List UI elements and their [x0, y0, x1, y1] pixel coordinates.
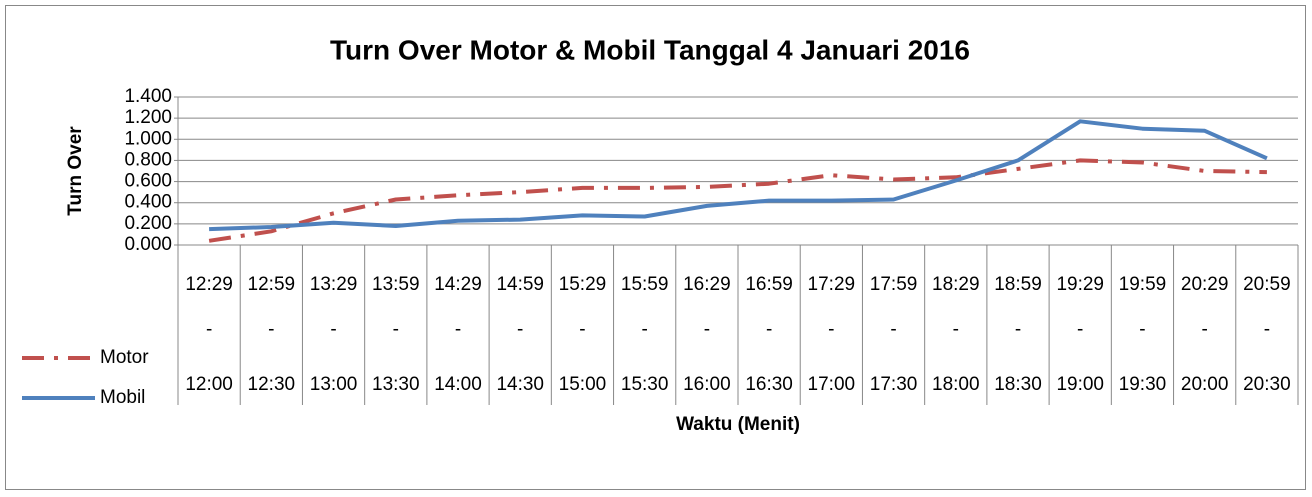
y-axis-label: Turn Over	[65, 126, 86, 216]
x-tick-label: 20:30	[1243, 374, 1291, 395]
x-tick-label: -	[330, 319, 336, 340]
x-tick-label: 13:59	[372, 274, 420, 295]
x-tick-label: -	[393, 319, 399, 340]
x-axis-label: Waktu (Menit)	[676, 414, 800, 435]
x-tick-label: 15:00	[559, 374, 607, 395]
x-tick-label: -	[206, 319, 212, 340]
x-tick-label: 12:00	[185, 374, 233, 395]
x-tick-label: 12:30	[248, 374, 296, 395]
chart-frame	[5, 5, 1306, 490]
x-tick-label: -	[1264, 319, 1270, 340]
x-tick-label: 20:29	[1181, 274, 1229, 295]
x-tick-label: -	[455, 319, 461, 340]
x-tick-label: 17:29	[808, 274, 856, 295]
x-tick-label: 14:59	[496, 274, 544, 295]
x-tick-label: 19:00	[1056, 374, 1104, 395]
x-tick-label: 18:00	[932, 374, 980, 395]
x-tick-label: 20:59	[1243, 274, 1291, 295]
x-tick-label: -	[704, 319, 710, 340]
x-tick-label: 16:00	[683, 374, 731, 395]
x-tick-label: 18:30	[994, 374, 1042, 395]
x-tick-label: 17:00	[808, 374, 856, 395]
series-line	[209, 119, 1268, 232]
x-tick-label: -	[579, 319, 585, 340]
series-line	[208, 158, 1267, 243]
x-tick-label: 15:29	[559, 274, 607, 295]
y-tick-label: 0.400	[124, 192, 172, 213]
y-tick-label: 1.400	[124, 86, 172, 107]
x-tick-label: -	[1015, 319, 1021, 340]
legend-label: Motor	[100, 347, 149, 368]
chart-title: Turn Over Motor & Mobil Tanggal 4 Januar…	[330, 34, 970, 65]
x-tick-label: 16:30	[745, 374, 793, 395]
x-tick-label: 14:29	[434, 274, 482, 295]
x-tick-label: 13:29	[310, 274, 358, 295]
x-tick-label: 17:59	[870, 274, 918, 295]
x-tick-label: -	[642, 319, 648, 340]
x-tick-label: 16:59	[745, 274, 793, 295]
x-tick-label: 12:29	[185, 274, 233, 295]
x-tick-label: 13:30	[372, 374, 420, 395]
x-tick-label: 16:29	[683, 274, 731, 295]
x-tick-label: 18:29	[932, 274, 980, 295]
x-tick-label: -	[268, 319, 274, 340]
y-tick-label: 0.200	[124, 213, 172, 234]
x-tick-label: 15:59	[621, 274, 669, 295]
x-tick-label: -	[828, 319, 834, 340]
y-tick-label: 0.600	[124, 171, 172, 192]
x-tick-label: 19:29	[1056, 274, 1104, 295]
x-tick-label: 15:30	[621, 374, 669, 395]
y-tick-label: 1.200	[124, 107, 172, 128]
x-tick-label: 13:00	[310, 374, 358, 395]
x-tick-label: 14:00	[434, 374, 482, 395]
y-tick-label: 1.000	[124, 128, 172, 149]
x-tick-label: 18:59	[994, 274, 1042, 295]
x-tick-label: -	[890, 319, 896, 340]
x-tick-label: -	[1077, 319, 1083, 340]
x-tick-label: 19:59	[1119, 274, 1167, 295]
x-tick-label: -	[953, 319, 959, 340]
legend-label: Mobil	[100, 387, 145, 408]
x-tick-label: 19:30	[1119, 374, 1167, 395]
x-tick-label: 14:30	[496, 374, 544, 395]
y-tick-label: 0.800	[124, 149, 172, 170]
y-tick-label: 0.000	[124, 234, 172, 255]
x-tick-label: 12:59	[248, 274, 296, 295]
x-tick-label: 20:00	[1181, 374, 1229, 395]
x-tick-label: 17:30	[870, 374, 918, 395]
x-tick-label: -	[766, 319, 772, 340]
x-tick-label: -	[517, 319, 523, 340]
x-tick-label: -	[1202, 319, 1208, 340]
x-tick-label: -	[1139, 319, 1145, 340]
